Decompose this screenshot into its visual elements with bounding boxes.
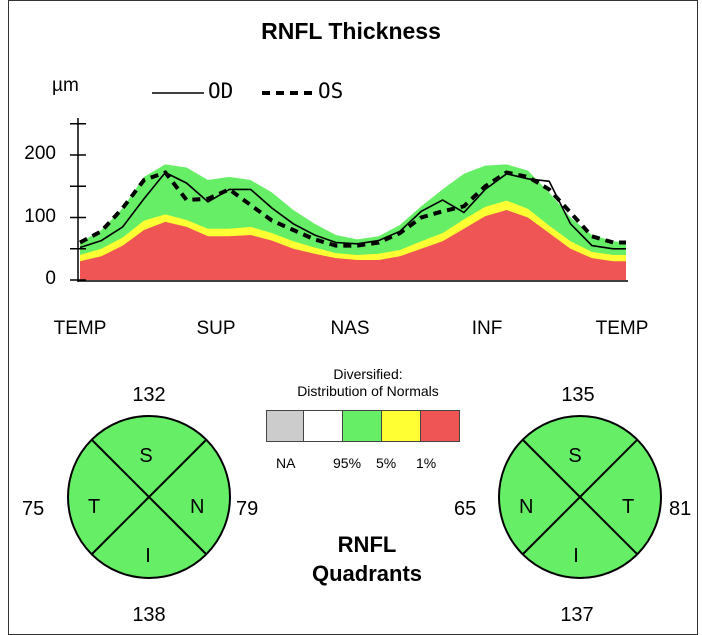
od-right-value: 79 bbox=[236, 498, 259, 520]
distribution-title-line1: Diversified: bbox=[333, 366, 403, 382]
y-tick-label: 100 bbox=[24, 206, 56, 227]
os-quadrant-letter-i: I bbox=[573, 545, 579, 567]
os-quadrant-circle bbox=[498, 415, 662, 579]
distribution-swatch-na bbox=[266, 410, 304, 442]
legend-od-label: OD bbox=[208, 79, 234, 103]
distribution-title-line2: Distribution of Normals bbox=[297, 383, 439, 399]
os-quadrant-letter-s: S bbox=[568, 445, 582, 467]
quadrants-title-line2: Quadrants bbox=[311, 561, 423, 586]
os-inferior-value: 137 bbox=[560, 604, 594, 626]
od-quadrant-circle bbox=[67, 415, 231, 579]
dist-label-5: 5% bbox=[376, 455, 397, 471]
od-left-value: 75 bbox=[22, 498, 45, 520]
abnormal-band-red-area bbox=[80, 210, 626, 280]
x-tick-label: TEMP bbox=[595, 318, 649, 339]
chart-title: RNFL Thickness bbox=[261, 18, 441, 44]
x-tick-label: TEMP bbox=[53, 318, 107, 339]
y-tick-label: 200 bbox=[24, 143, 56, 164]
x-tick-label: NAS bbox=[330, 318, 370, 339]
series-line-os bbox=[79, 170, 626, 248]
distribution-swatch-yellow bbox=[381, 410, 421, 442]
y-tick-label: 0 bbox=[45, 268, 56, 289]
os-right-value: 81 bbox=[669, 498, 692, 520]
legend-os-label: OS bbox=[318, 79, 344, 103]
rnfl-quadrants-title: RNFL Quadrants bbox=[282, 530, 452, 588]
os-quadrant-letter-right: T bbox=[622, 496, 635, 518]
od-divider bbox=[91, 439, 207, 555]
os-divider bbox=[522, 439, 638, 555]
os-quadrant-letter-left: N bbox=[519, 496, 534, 518]
distribution-color-bar bbox=[266, 410, 460, 442]
dist-label-1: 1% bbox=[416, 455, 437, 471]
od-superior-value: 132 bbox=[132, 384, 166, 406]
x-tick-label: SUP bbox=[196, 318, 236, 339]
dist-label-na: NA bbox=[276, 455, 296, 471]
os-superior-value: 135 bbox=[561, 384, 595, 406]
od-quadrant-letter-right: N bbox=[190, 496, 205, 518]
distribution-legend-title: Diversified: Distribution of Normals bbox=[268, 366, 468, 400]
y-axis-unit: µm bbox=[52, 75, 79, 96]
x-tick-label: INF bbox=[471, 318, 503, 339]
od-quadrant-letter-i: I bbox=[145, 545, 151, 567]
od-quadrant-letter-left: T bbox=[88, 496, 101, 518]
od-inferior-value: 138 bbox=[132, 604, 166, 626]
distribution-swatch-red bbox=[420, 410, 460, 442]
os-left-value: 65 bbox=[454, 498, 477, 520]
dist-label-95: 95% bbox=[333, 455, 362, 471]
od-quadrant-letter-s: S bbox=[139, 445, 153, 467]
quadrants-title-line1: RNFL bbox=[337, 532, 397, 557]
